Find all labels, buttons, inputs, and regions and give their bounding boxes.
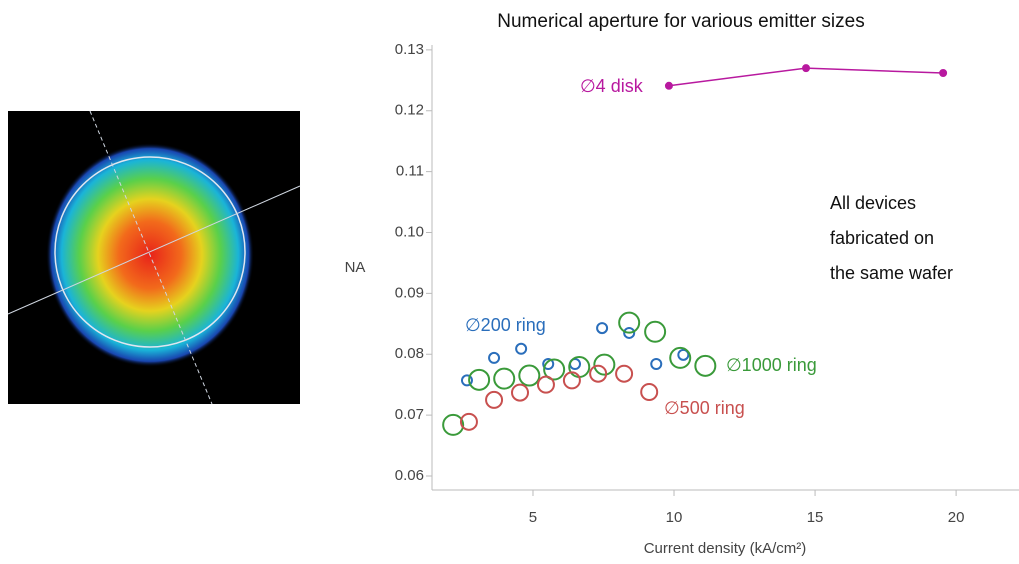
data-point bbox=[619, 313, 639, 333]
annotation-line: the same wafer bbox=[830, 263, 953, 283]
y-tick-label: 0.12 bbox=[395, 102, 424, 119]
x-tick-label: 10 bbox=[666, 509, 683, 526]
annotation: All devices fabricated on the same wafer bbox=[830, 193, 953, 283]
y-tick-label: 0.07 bbox=[395, 406, 424, 423]
beam-profile-image bbox=[8, 111, 300, 404]
data-point bbox=[803, 65, 809, 71]
x-tick-label: 15 bbox=[807, 509, 824, 526]
series-label: ∅500 ring bbox=[664, 398, 745, 418]
x-tick-label: 5 bbox=[529, 509, 537, 526]
data-point bbox=[695, 356, 715, 376]
data-point bbox=[651, 359, 661, 369]
data-point bbox=[443, 415, 463, 435]
data-point bbox=[494, 369, 514, 389]
data-point bbox=[516, 344, 526, 354]
x-tick-label: 20 bbox=[948, 509, 965, 526]
y-axis-label: NA bbox=[345, 259, 366, 276]
chart-title: Numerical aperture for various emitter s… bbox=[497, 11, 864, 32]
data-point bbox=[641, 384, 657, 400]
y-tick-label: 0.11 bbox=[396, 163, 424, 180]
y-tick-label: 0.06 bbox=[395, 467, 424, 484]
data-point bbox=[519, 366, 539, 386]
series-label: ∅1000 ring bbox=[726, 355, 817, 375]
y-tick-label: 0.13 bbox=[395, 41, 424, 58]
y-tick-label: 0.08 bbox=[395, 345, 424, 362]
data-point bbox=[594, 355, 614, 375]
data-point bbox=[940, 70, 946, 76]
data-point bbox=[645, 322, 665, 342]
series-label: ∅4 disk bbox=[580, 76, 644, 96]
y-tick-label: 0.09 bbox=[395, 284, 424, 301]
x-axis-label: Current density (kA/cm²) bbox=[644, 540, 807, 557]
data-point bbox=[666, 83, 672, 89]
data-point bbox=[489, 353, 499, 363]
figure: Numerical aperture for various emitter s… bbox=[0, 0, 1019, 564]
annotation-line: All devices bbox=[830, 193, 916, 213]
y-tick-label: 0.10 bbox=[395, 223, 424, 240]
data-point bbox=[538, 377, 554, 393]
series-label: ∅200 ring bbox=[465, 315, 546, 335]
data-point bbox=[616, 366, 632, 382]
data-point bbox=[512, 385, 528, 401]
data-point bbox=[486, 392, 502, 408]
data-point bbox=[597, 323, 607, 333]
annotation-line: fabricated on bbox=[830, 228, 934, 248]
